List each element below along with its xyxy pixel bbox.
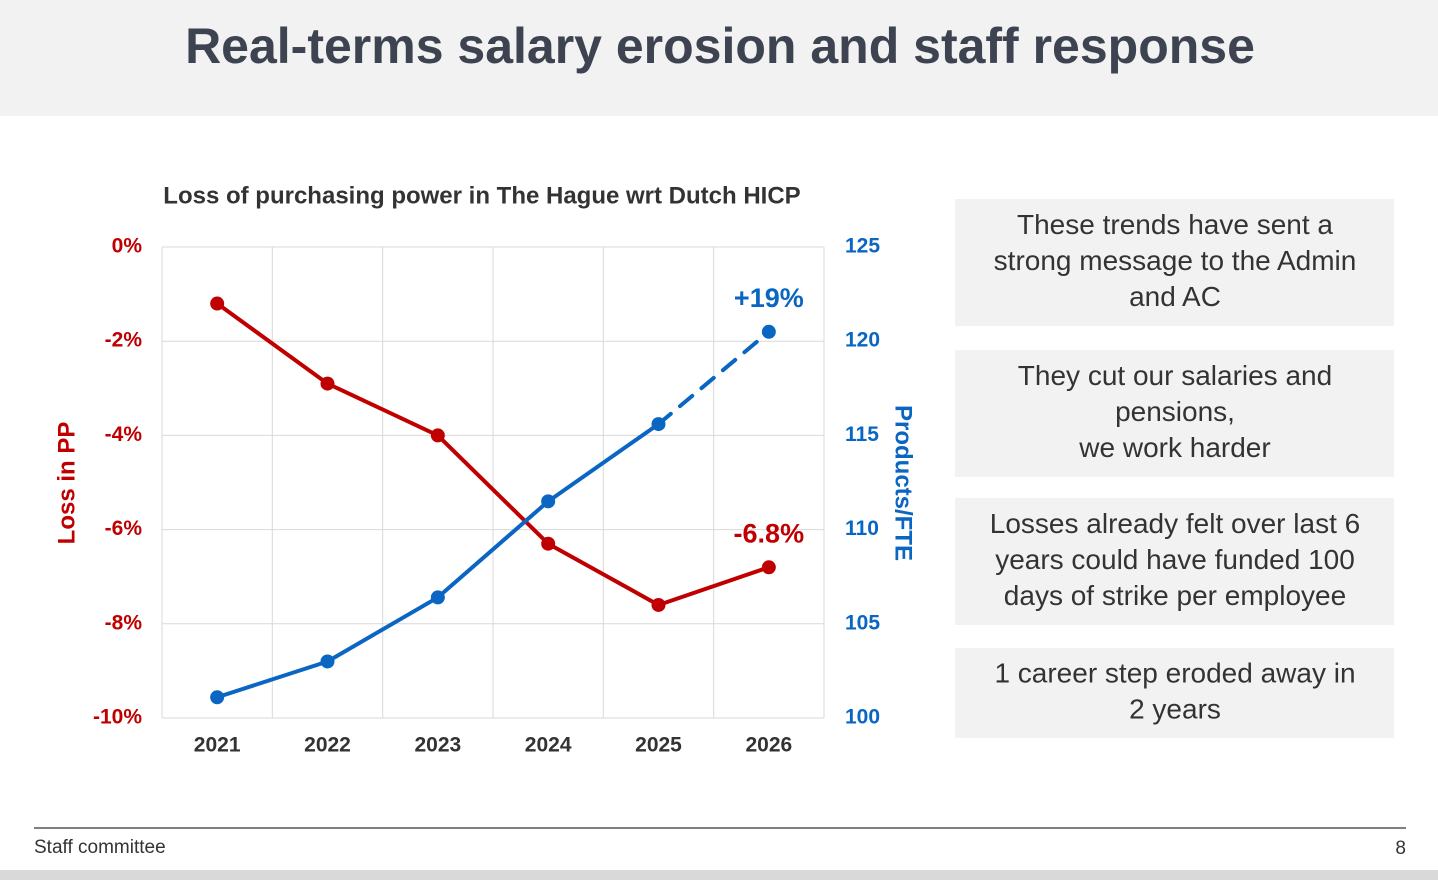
callout-text: Losses already felt over last 6 xyxy=(990,508,1360,539)
callout-box xyxy=(955,498,1394,625)
callout-box xyxy=(955,350,1394,477)
point xyxy=(430,428,445,443)
callout-text: They cut our salaries and xyxy=(1018,360,1332,391)
line-segment xyxy=(215,659,330,700)
y-tick-label: 0% xyxy=(112,235,143,258)
callout-text: strong message to the Admin xyxy=(994,245,1357,276)
bottom-strip xyxy=(0,870,1438,880)
y2-tick-label: 120 xyxy=(845,329,880,352)
point xyxy=(761,324,776,339)
annotation: +19% xyxy=(734,283,804,313)
point xyxy=(430,590,445,605)
point xyxy=(210,296,225,311)
line-segment xyxy=(656,329,771,427)
line-segment xyxy=(435,499,551,600)
y-tick-label: -4% xyxy=(105,423,143,446)
point xyxy=(541,536,556,551)
y2-tick-label: 110 xyxy=(845,517,879,540)
x-tick-label: 2022 xyxy=(304,734,351,757)
y2-tick-label: 125 xyxy=(845,235,880,258)
line-segment xyxy=(546,422,661,504)
page-number: 8 xyxy=(1395,838,1406,859)
y-tick-label: -2% xyxy=(105,329,143,352)
y-tick-label: -8% xyxy=(105,611,143,634)
point xyxy=(651,417,666,432)
x-tick-label: 2024 xyxy=(525,734,572,757)
y2-tick-label: 115 xyxy=(845,423,879,446)
callout-text: 2 years xyxy=(1129,693,1221,724)
x-tick-label: 2025 xyxy=(635,734,682,757)
y2-axis-label: Products/FTE xyxy=(890,405,917,561)
point xyxy=(761,560,776,575)
callout-text: we work harder xyxy=(1078,432,1270,463)
x-tick-label: 2021 xyxy=(194,734,241,757)
point xyxy=(320,654,335,669)
line-segment xyxy=(656,565,771,607)
callout-text: years could have funded 100 xyxy=(995,544,1355,575)
y-axis-label: Loss in PP xyxy=(53,422,80,545)
point xyxy=(541,494,556,509)
footer-text: Staff committee xyxy=(34,837,166,858)
callout-box xyxy=(955,199,1394,326)
value-label: -6.8% xyxy=(734,518,805,548)
callout-text: 1 career step eroded away in xyxy=(994,657,1355,688)
line-segment xyxy=(435,433,551,546)
x-tick-label: 2023 xyxy=(414,734,461,757)
line-segment xyxy=(546,541,661,607)
point xyxy=(320,376,335,391)
callout-text: pensions, xyxy=(1115,396,1235,427)
point xyxy=(651,597,666,612)
y-tick-label: -10% xyxy=(93,706,142,729)
y2-tick-label: 105 xyxy=(845,611,880,634)
callout-text: days of strike per employee xyxy=(1004,580,1346,611)
callout-text: and AC xyxy=(1129,281,1221,312)
header-band xyxy=(0,0,1438,116)
chart-title: Loss of purchasing power in The Hague wr… xyxy=(163,182,800,209)
line-segment xyxy=(215,301,330,386)
y2-tick-label: 100 xyxy=(845,706,880,729)
line-segment xyxy=(325,381,440,438)
y-tick-label: -6% xyxy=(105,517,143,540)
callout-box xyxy=(955,648,1394,738)
x-tick-label: 2026 xyxy=(745,734,792,757)
callout-text: These trends have sent a xyxy=(1017,209,1333,240)
line-segment xyxy=(325,595,440,664)
point xyxy=(210,690,225,705)
slide-title: Real-terms salary erosion and staff resp… xyxy=(185,18,1255,74)
